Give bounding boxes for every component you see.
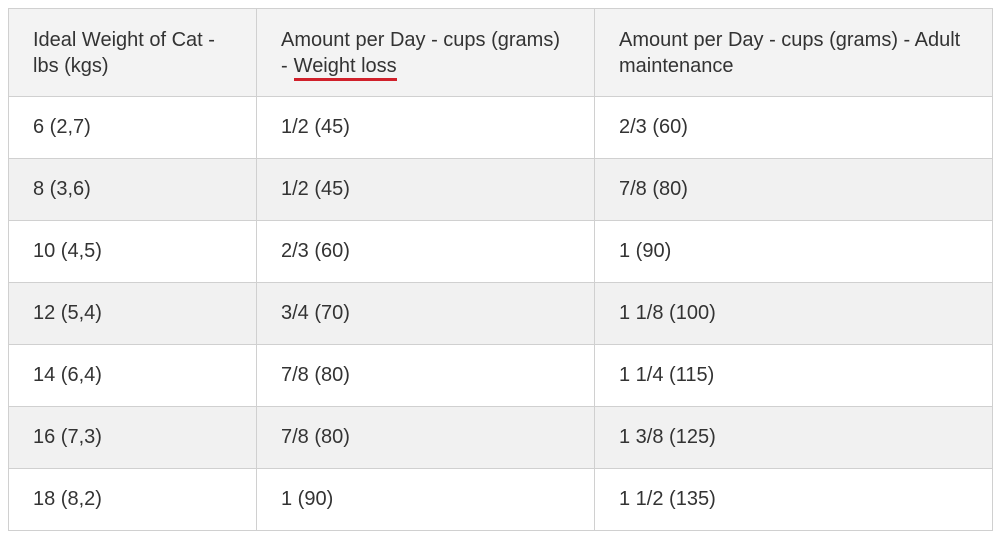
- table-cell: 7/8 (80): [256, 344, 595, 407]
- table-container: Ideal Weight of Cat - lbs (kgs) Amount pe…: [8, 8, 993, 531]
- table-cell: 1/2 (45): [256, 96, 595, 159]
- table-cell: 10 (4,5): [8, 220, 257, 283]
- table-cell: 18 (8,2): [8, 468, 257, 531]
- table-row: 8 (3,6) 1/2 (45) 7/8 (80): [8, 158, 993, 221]
- table-cell: 1 3/8 (125): [594, 406, 993, 469]
- table-cell: 6 (2,7): [8, 96, 257, 159]
- table-row: 14 (6,4) 7/8 (80) 1 1/4 (115): [8, 344, 993, 407]
- table-cell: 2/3 (60): [256, 220, 595, 283]
- header-text: Ideal Weight of Cat - lbs (kgs): [33, 28, 215, 77]
- table-cell: 7/8 (80): [256, 406, 595, 469]
- table-cell: 1 1/2 (135): [594, 468, 993, 531]
- header-text: Amount per Day - cups (grams) -: [281, 28, 560, 77]
- table-row: 12 (5,4) 3/4 (70) 1 1/8 (100): [8, 282, 993, 345]
- table-cell: 2/3 (60): [594, 96, 993, 159]
- table-cell: 12 (5,4): [8, 282, 257, 345]
- table-cell: 16 (7,3): [8, 406, 257, 469]
- feeding-table: Ideal Weight of Cat - lbs (kgs) Amount pe…: [8, 8, 993, 531]
- table-cell: 1 1/4 (115): [594, 344, 993, 407]
- table-cell: 1 (90): [594, 220, 993, 283]
- table-cell: 14 (6,4): [8, 344, 257, 407]
- table-row: 6 (2,7) 1/2 (45) 2/3 (60): [8, 96, 993, 159]
- header-text: Amount per Day - cups (grams) - Adult ma…: [619, 28, 961, 77]
- table-cell: 8 (3,6): [8, 158, 257, 221]
- header-cell: Amount per Day - cups (grams) - Weight lo…: [256, 8, 595, 97]
- header-cell: Amount per Day - cups (grams) - Adult ma…: [594, 8, 993, 97]
- highlighted-text: Weight loss: [293, 54, 397, 81]
- table-cell: 3/4 (70): [256, 282, 595, 345]
- table-cell: 1 (90): [256, 468, 595, 531]
- table-cell: 1/2 (45): [256, 158, 595, 221]
- table-cell: 1 1/8 (100): [594, 282, 993, 345]
- table-row: 16 (7,3) 7/8 (80) 1 3/8 (125): [8, 406, 993, 469]
- table-cell: 7/8 (80): [594, 158, 993, 221]
- table-body: 6 (2,7) 1/2 (45) 2/3 (60) 8 (3,6) 1/2 (45) 7/…: [8, 96, 993, 531]
- table-row: 18 (8,2) 1 (90) 1 1/2 (135): [8, 468, 993, 531]
- header-row: Ideal Weight of Cat - lbs (kgs) Amount pe…: [8, 8, 993, 97]
- header-cell: Ideal Weight of Cat - lbs (kgs): [8, 8, 257, 97]
- table-row: 10 (4,5) 2/3 (60) 1 (90): [8, 220, 993, 283]
